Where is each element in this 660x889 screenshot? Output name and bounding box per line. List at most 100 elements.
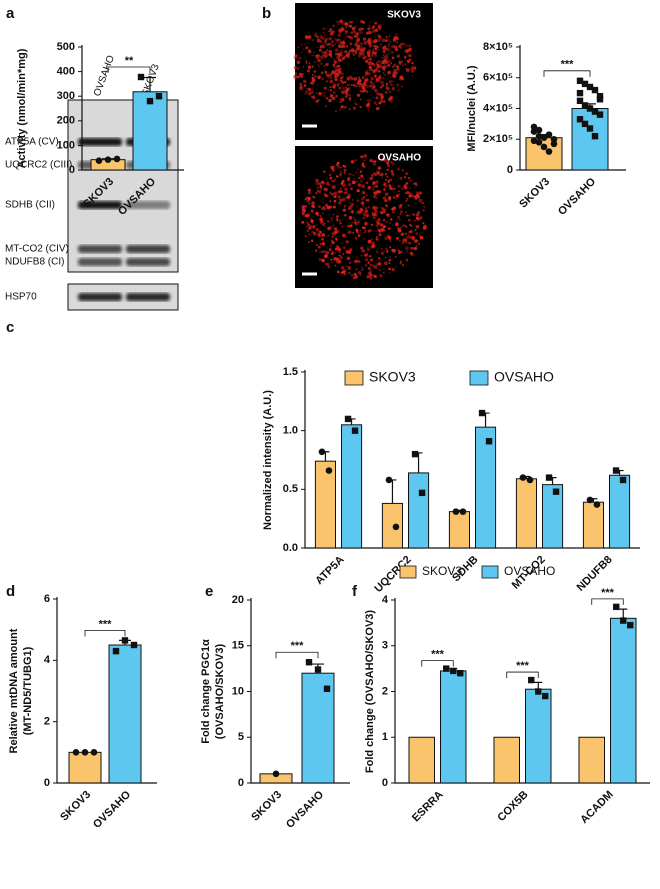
signal-dot [335,244,339,249]
data-point [459,508,467,515]
signal-dot [321,242,326,246]
signal-dot [333,178,337,181]
signal-dot [329,184,332,186]
signal-dot [373,265,378,269]
signal-dot [390,169,394,173]
signal-dot [340,170,342,173]
signal-dot [412,247,416,250]
signal-dot [364,229,367,232]
signal-dot [345,196,347,199]
signal-dot [376,235,379,239]
signal-dot [325,181,330,186]
signal-dot [404,176,407,179]
signal-dot [333,66,335,68]
signal-dot [304,43,306,45]
signal-dot [321,207,325,210]
signal-dot [316,186,319,189]
signal-dot [374,209,377,212]
signal-dot [377,38,382,43]
signal-dot [336,247,339,250]
signal-dot [327,226,331,231]
signal-dot [380,211,384,215]
signal-dot [355,32,360,36]
signal-dot [369,229,373,232]
signal-dot [311,204,315,208]
signal-dot [353,177,356,180]
signal-dot [331,179,335,183]
signal-dot [338,38,341,41]
data-point [545,474,553,481]
signal-dot [350,31,353,34]
signal-dot [358,85,361,88]
signal-dot [336,260,340,264]
signal-dot [353,260,357,263]
signal-dot [393,68,397,72]
signal-dot [408,241,411,245]
signal-dot [345,240,349,244]
band-label: SDHB (CII) [5,200,55,211]
signal-dot [360,45,363,48]
legend-label: OVSAHO [494,369,554,385]
x-tick-label: OVSAHO [284,788,327,831]
signal-dot [406,250,409,253]
signal-dot [365,90,369,93]
signal-dot [407,73,409,75]
signal-dot [294,54,298,58]
signal-dot [337,82,340,86]
signal-dot [329,89,332,92]
y-tick-label: 0 [44,777,50,789]
signal-dot [311,201,315,205]
signal-dot [371,212,374,214]
signal-dot [372,216,376,220]
point-group [72,749,98,756]
signal-dot [359,52,362,55]
y-tick-label: 5 [238,731,244,743]
signal-dot [360,274,362,276]
signal-dot [384,184,388,188]
signal-dot [377,92,381,96]
lane-label: OVSAHO [92,54,117,98]
panel-letter: d [6,583,15,600]
data-point [418,489,426,497]
signal-dot [347,266,351,270]
signal-dot [335,52,338,56]
signal-dot [312,51,315,53]
signal-dot [305,90,309,94]
signal-dot [302,208,306,212]
blot-band [126,293,170,301]
point-group [478,409,493,445]
signal-dot [340,77,343,80]
signal-dot [306,69,311,73]
signal-dot [354,236,358,240]
data-point [586,496,594,504]
data-point [519,474,527,481]
signal-dot [350,20,354,24]
signal-dot [380,80,384,84]
signal-dot [318,230,321,233]
signal-dot [313,228,315,230]
data-point [104,156,112,163]
signal-dot [324,39,327,43]
signal-dot [381,253,384,256]
signal-dot [324,254,328,258]
signal-dot [389,256,391,258]
signal-dot [339,98,342,101]
signal-dot [388,98,391,101]
signal-dot [309,82,312,85]
signal-dot [308,192,311,195]
signal-dot [368,25,371,27]
signal-dot [376,221,381,226]
signal-dot [325,80,329,83]
signal-dot [331,44,335,47]
signal-dot [333,165,335,168]
signal-dot [339,173,342,175]
signal-dot [335,39,338,42]
signal-dot [398,193,400,196]
signal-dot [293,66,297,69]
signal-dot [356,81,361,85]
signal-dot [405,68,407,70]
signal-dot [345,250,350,254]
signal-dot [408,214,411,217]
signal-dot [397,168,400,171]
signal-dot [310,90,314,94]
